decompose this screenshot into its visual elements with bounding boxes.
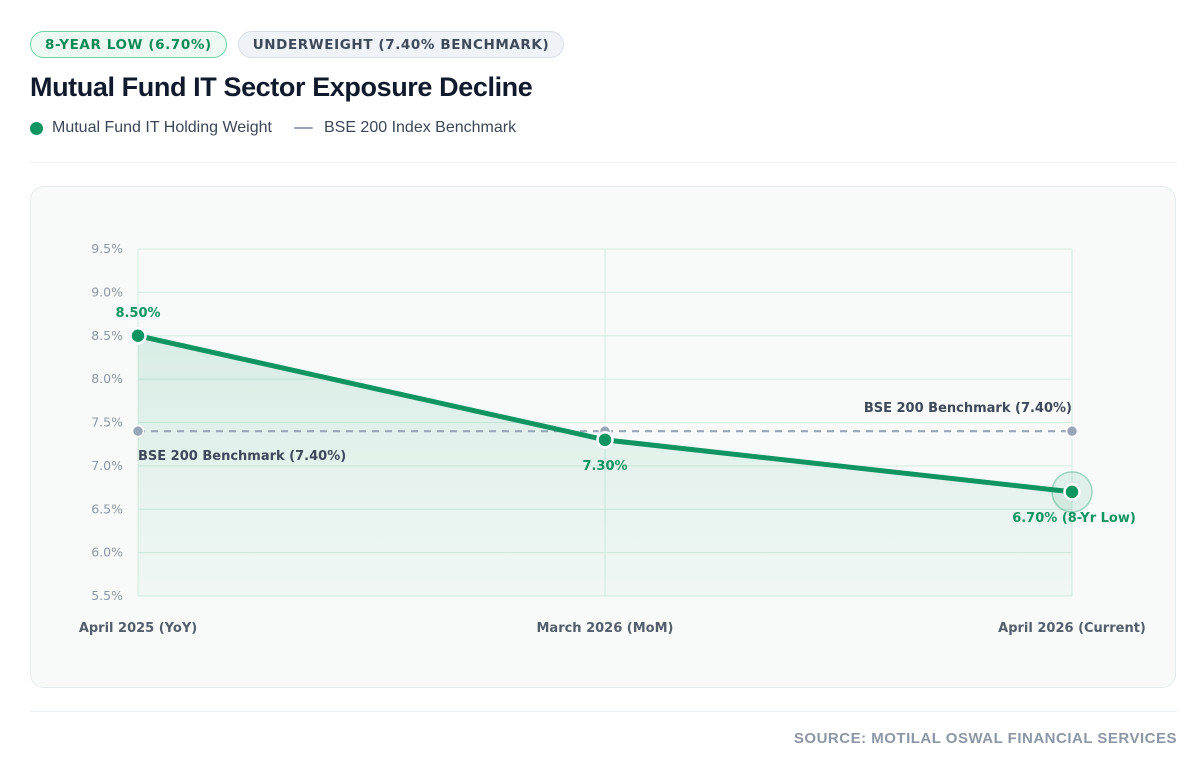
legend-series-label: Mutual Fund IT Holding Weight xyxy=(52,119,272,136)
chart-card: 9.5% 9.0% 8.5% 8.0% 7.5% 7.0% 6.5% 6.0% 5.5% Apri… xyxy=(30,186,1176,688)
source-credit: SOURCE: MOTILAL OSWAL FINANCIAL SERVICES xyxy=(793,730,1177,747)
badge-row: 8-YEAR LOW (6.70%) UNDERWEIGHT (7.40% BE… xyxy=(30,31,565,58)
benchmark-dash-icon xyxy=(293,126,313,130)
y-tick-label: 7.0% xyxy=(91,458,123,473)
line-chart: 9.5% 9.0% 8.5% 8.0% 7.5% 7.0% 6.5% 6.0% 5.5% Apri… xyxy=(79,241,1146,636)
y-tick-label: 9.0% xyxy=(91,284,123,299)
series-dot-icon xyxy=(30,121,43,135)
y-tick-label: 8.0% xyxy=(91,371,123,386)
legend-benchmark-label: BSE 200 Index Benchmark xyxy=(323,119,517,136)
benchmark-label-right: BSE 200 Benchmark (7.40%) xyxy=(864,401,1072,416)
y-tick-label: 6.5% xyxy=(91,501,123,516)
series-point xyxy=(1063,483,1081,501)
series-area-fill xyxy=(138,335,1072,596)
eight-year-low-badge: 8-YEAR LOW (6.70%) xyxy=(30,31,227,58)
data-label-march-2026: 7.30% xyxy=(582,459,627,474)
footer-divider xyxy=(30,711,1177,712)
x-tick-label: April 2026 (Current) xyxy=(998,621,1146,636)
y-tick-label: 7.5% xyxy=(91,415,123,430)
underweight-badge: UNDERWEIGHT (7.40% BENCHMARK) xyxy=(237,31,565,58)
series-point xyxy=(129,327,147,345)
y-tick-label: 6.0% xyxy=(91,545,123,560)
series-point xyxy=(596,431,614,449)
x-tick-label: March 2026 (MoM) xyxy=(536,621,673,636)
chart-title: Mutual Fund IT Sector Exposure Decline xyxy=(30,72,533,102)
y-tick-label: 5.5% xyxy=(91,588,123,603)
x-tick-label: April 2025 (YoY) xyxy=(79,621,197,636)
chart-legend: Mutual Fund IT Holding Weight BSE 200 In… xyxy=(30,119,516,137)
benchmark-label-left: BSE 200 Benchmark (7.40%) xyxy=(138,449,346,464)
y-tick-label: 8.5% xyxy=(91,328,123,343)
data-label-april-2026: 6.70% (8-Yr Low) xyxy=(1012,511,1136,526)
benchmark-point xyxy=(1065,424,1079,438)
header-divider xyxy=(30,162,1177,163)
y-tick-label: 9.5% xyxy=(91,241,123,256)
data-label-april-2025: 8.50% xyxy=(115,306,160,321)
benchmark-point xyxy=(131,424,145,438)
